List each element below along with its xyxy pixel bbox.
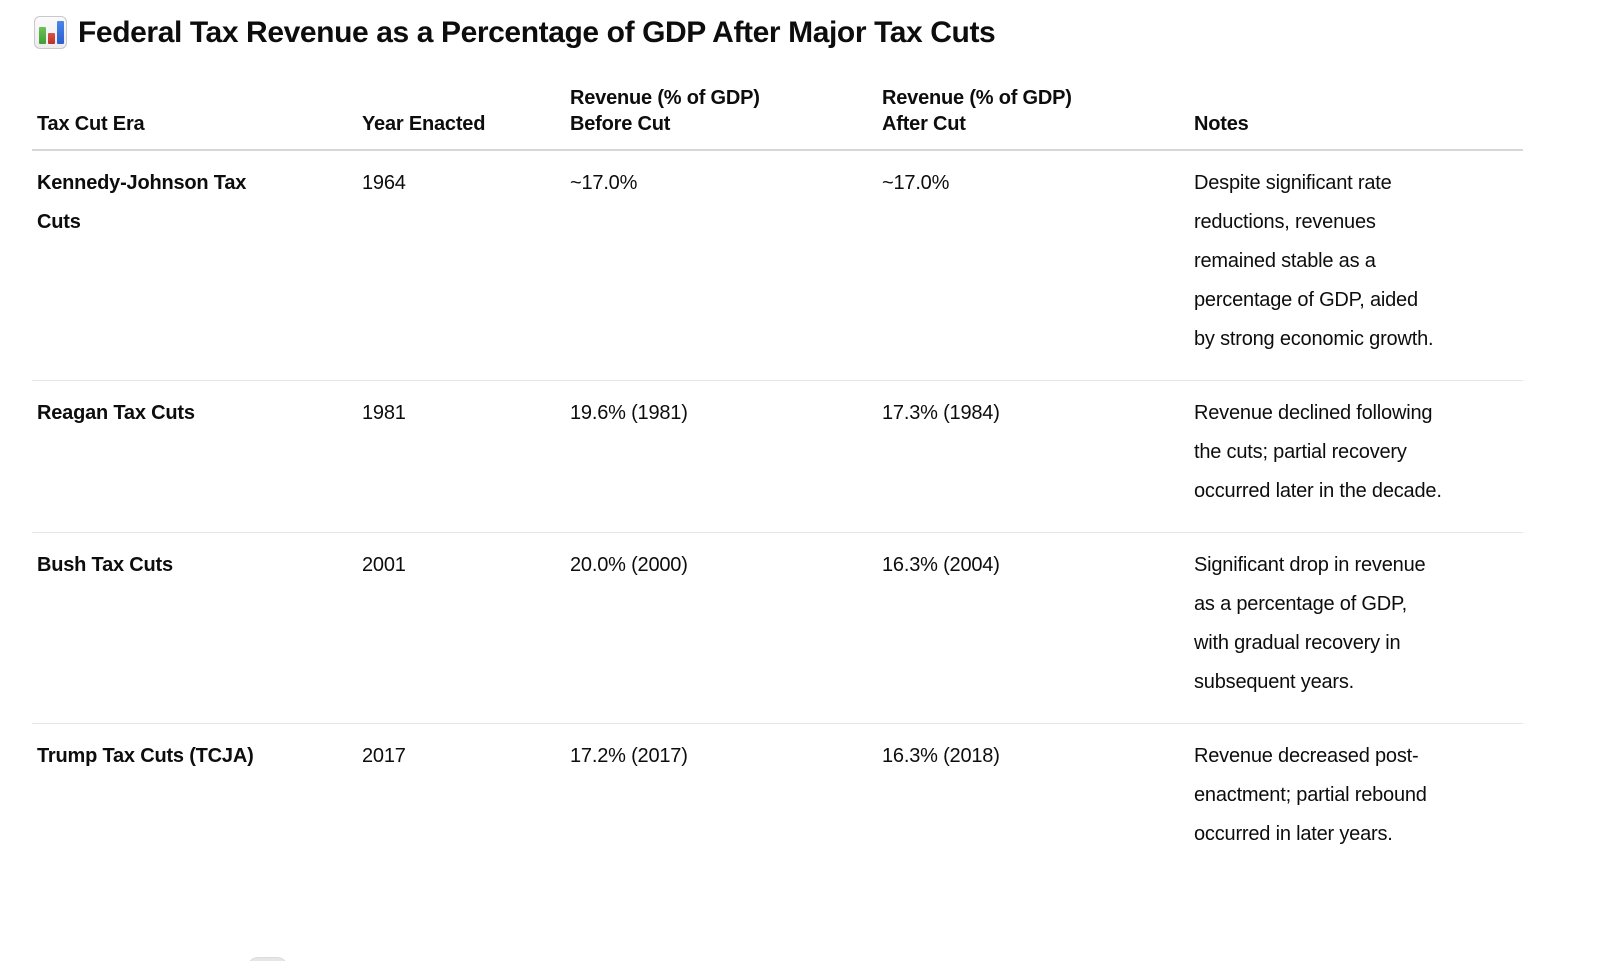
table-row-kennedy-johnson: Kennedy-Johnson Tax Cuts 1964 ~17.0% ~17… [32, 151, 1523, 381]
cell-notes: Revenue decreased post-enactment; partia… [1194, 745, 1427, 845]
cell-revenue-after: ~17.0% [882, 172, 950, 194]
column-header-notes: Notes [1194, 113, 1249, 135]
cell-era: Reagan Tax Cuts [37, 402, 195, 424]
cell-revenue-after: 17.3% (1984) [882, 402, 1000, 424]
cell-era: Trump Tax Cuts (TCJA) [37, 745, 254, 767]
column-header-tax-cut-era: Tax Cut Era [37, 113, 145, 135]
bar-chart-icon-green-bar [39, 27, 46, 44]
table-row-reagan: Reagan Tax Cuts 1981 19.6% (1981) 17.3% … [32, 381, 1523, 533]
cell-year-enacted: 1981 [362, 402, 406, 424]
cell-notes: Significant drop in revenue as a percent… [1194, 554, 1426, 693]
bar-chart-icon-blue-bar [57, 21, 64, 44]
cell-notes: Despite significant rate reductions, rev… [1194, 172, 1434, 350]
page-title: Federal Tax Revenue as a Percentage of G… [78, 16, 996, 49]
cell-year-enacted: 2017 [362, 745, 406, 767]
column-header-year-enacted: Year Enacted [362, 113, 486, 135]
cell-revenue-before: 19.6% (1981) [570, 402, 688, 424]
table-row-bush: Bush Tax Cuts 2001 20.0% (2000) 16.3% (2… [32, 533, 1523, 724]
table-row-trump: Trump Tax Cuts (TCJA) 2017 17.2% (2017) … [32, 724, 1523, 875]
column-header-revenue-before-cut: Revenue (% of GDP) Before Cut [570, 87, 760, 135]
cell-revenue-before: 17.2% (2017) [570, 745, 688, 767]
table-header-row: Tax Cut Era Year Enacted Revenue (% of G… [32, 74, 1523, 151]
partial-button-cut-off[interactable] [247, 957, 288, 961]
cell-year-enacted: 1964 [362, 172, 406, 194]
column-header-revenue-after-cut: Revenue (% of GDP) After Cut [882, 87, 1072, 135]
cell-revenue-before: 20.0% (2000) [570, 554, 688, 576]
cell-revenue-before: ~17.0% [570, 172, 638, 194]
title-row: Federal Tax Revenue as a Percentage of G… [34, 11, 996, 54]
cell-era: Bush Tax Cuts [37, 554, 173, 576]
cell-revenue-after: 16.3% (2004) [882, 554, 1000, 576]
tax-revenue-table: Tax Cut Era Year Enacted Revenue (% of G… [32, 74, 1523, 875]
cell-notes: Revenue declined following the cuts; par… [1194, 402, 1442, 502]
cell-revenue-after: 16.3% (2018) [882, 745, 1000, 767]
cell-era: Kennedy-Johnson Tax Cuts [37, 172, 247, 233]
cell-year-enacted: 2001 [362, 554, 406, 576]
bar-chart-icon-red-bar [48, 33, 55, 44]
bar-chart-icon [34, 16, 67, 49]
